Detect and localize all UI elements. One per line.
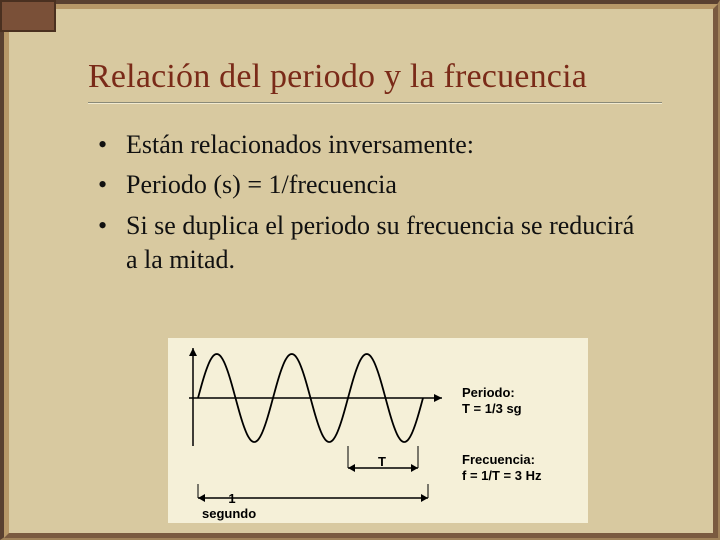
slide-title: Relación del periodo y la frecuencia [88, 58, 702, 96]
sine-figure: Periodo: T = 1/3 sg Frecuencia: f = 1/T … [168, 338, 588, 523]
label-frecuencia: Frecuencia: f = 1/T = 3 Hz [462, 452, 541, 483]
label-periodo: Periodo: T = 1/3 sg [462, 385, 522, 416]
bullet-item: Periodo (s) = 1/frecuencia [98, 168, 642, 202]
label-segundo: segundo [202, 506, 256, 522]
bullet-item: Están relacionados inversamente: [98, 128, 642, 162]
label-T: T [378, 454, 386, 470]
title-rule [88, 102, 662, 104]
bullet-list: Están relacionados inversamente: Periodo… [98, 128, 642, 277]
label-1: 1 [222, 491, 242, 507]
slide-content: Relación del periodo y la frecuencia Est… [18, 18, 702, 522]
bullet-item: Si se duplica el periodo su frecuencia s… [98, 209, 642, 278]
